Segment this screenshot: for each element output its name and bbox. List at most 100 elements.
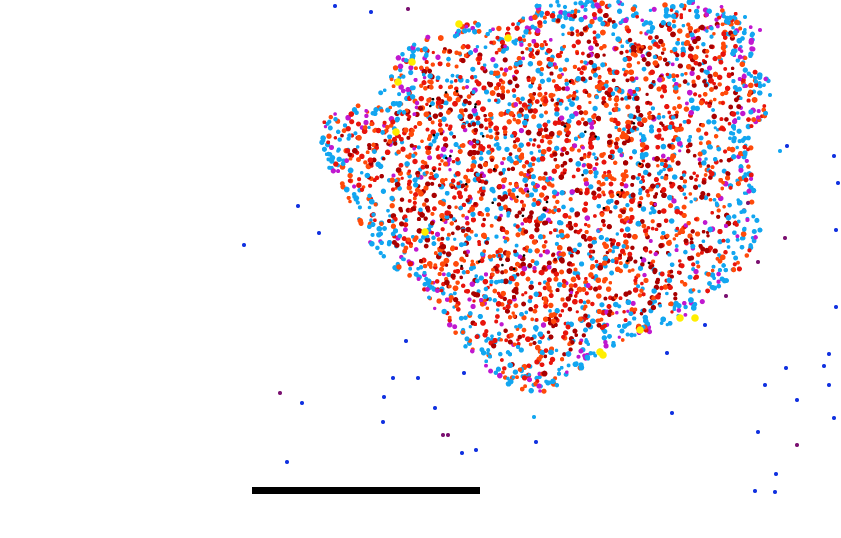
cluster-particle [756,109,761,114]
cluster-particle [688,8,692,13]
cluster-particle [458,315,464,321]
cluster-particle [398,162,404,168]
cluster-particle [615,310,619,315]
cluster-particle [671,19,676,24]
cluster-particle [467,297,472,302]
cluster-particle [496,25,502,32]
cluster-particle [520,96,525,102]
cluster-particle [492,197,497,202]
cluster-particle [688,192,693,196]
cluster-particle [651,6,657,12]
cluster-particle [494,50,499,55]
cluster-particle [736,128,742,134]
cluster-particle [567,31,571,36]
cluster-particle [703,195,709,201]
cluster-particle [744,253,750,258]
cluster-particle [518,347,524,353]
cluster-particle [608,97,612,101]
cluster-particle [749,46,755,52]
cluster-particle [591,62,598,69]
cluster-particle [577,242,582,248]
cluster-particle [625,49,629,54]
cluster-particle [526,141,531,147]
cluster-particle [575,310,579,314]
cluster-particle [514,281,520,287]
cluster-particle [740,110,746,117]
cluster-particle [382,120,387,125]
cluster-particle [511,311,515,315]
cluster-particle [407,273,412,278]
cluster-particle [647,111,651,116]
cluster-particle [537,91,543,98]
cluster-particle [517,323,523,329]
cluster-particle [326,133,332,139]
cluster-particle [336,156,342,163]
cluster-particle [625,104,631,110]
cluster-particle [543,127,549,133]
cluster-particle [420,164,426,170]
cluster-particle [454,205,458,209]
cluster-particle [593,0,598,3]
cluster-particle [584,222,588,227]
cluster-particle [568,283,574,289]
cluster-particle [582,307,586,311]
cluster-particle [536,144,541,149]
cluster-particle [472,299,476,303]
cluster-particle [367,205,372,210]
cluster-particle [464,336,470,342]
cluster-particle [402,222,409,228]
cluster-particle [727,121,732,126]
cluster-particle [567,215,572,220]
cluster-particle [531,143,536,147]
cluster-particle [447,204,452,210]
cluster-particle [704,131,709,136]
cluster-particle [418,95,425,102]
cluster-particle [731,135,737,141]
cluster-particle [393,141,398,146]
cluster-particle [537,281,542,286]
cluster-particle [452,324,458,330]
cluster-particle [762,104,767,108]
cluster-particle [556,281,563,288]
cluster-particle [581,163,586,168]
cluster-particle [599,227,603,232]
cluster-particle [489,186,495,193]
cluster-particle [483,45,488,50]
cluster-particle [487,296,493,302]
cluster-particle [603,171,607,175]
cluster-particle [443,100,449,106]
cluster-particle [533,138,537,142]
cluster-particle [359,171,364,175]
cluster-particle [697,289,701,294]
cluster-particle [641,223,647,229]
cluster-particle [477,163,483,169]
cluster-particle [637,293,643,298]
cluster-particle [683,304,688,310]
cluster-particle [518,171,524,177]
cluster-particle [689,175,694,180]
cluster-particle [680,72,685,77]
cluster-particle [562,160,568,166]
cluster-particle [419,83,424,88]
cluster-particle [645,92,649,97]
cluster-particle [587,252,591,256]
cluster-particle [615,232,619,236]
cluster-particle [742,67,748,73]
cluster-particle [640,149,644,153]
cluster-particle [736,104,742,110]
cluster-particle [650,219,655,224]
cluster-particle [564,106,569,111]
cluster-particle [448,213,454,219]
cluster-particle [690,229,695,234]
cluster-particle [498,351,503,357]
cluster-particle [618,261,623,266]
cluster-particle [661,208,667,214]
cluster-particle [716,208,721,213]
cluster-particle [430,181,435,186]
cluster-particle [616,0,621,4]
cluster-particle [399,197,405,202]
cluster-particle [705,54,709,58]
cluster-particle [716,128,720,132]
cluster-particle [397,63,404,70]
cluster-particle [529,150,534,155]
